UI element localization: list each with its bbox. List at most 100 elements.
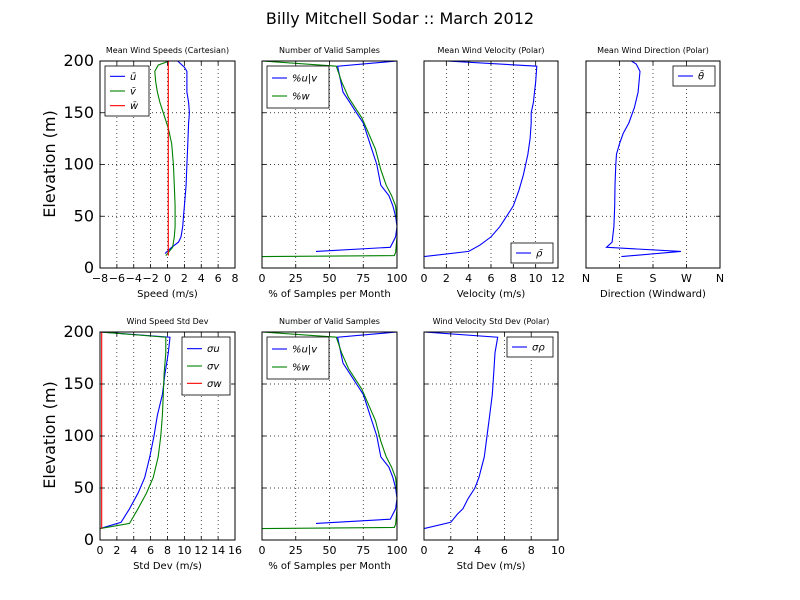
series-line-blue — [424, 61, 538, 258]
x-tick-label: 8 — [232, 272, 239, 285]
panel-title: Number of Valid Samples — [279, 46, 380, 55]
legend-label: %u|v — [292, 74, 318, 85]
x-tick-label: −6 — [109, 272, 125, 285]
x-tick-label: 25 — [289, 272, 303, 285]
x-tick-label: 8 — [510, 272, 517, 285]
legend-box — [104, 65, 150, 117]
x-tick-label: 0 — [97, 544, 104, 557]
x-tick-label: 8 — [164, 544, 171, 557]
x-axis-label: % of Samples per Month — [268, 289, 391, 300]
x-tick-label: 0 — [164, 272, 171, 285]
x-tick-label: 0 — [259, 544, 266, 557]
x-tick-label: 100 — [387, 272, 408, 285]
x-tick-label: 75 — [356, 272, 370, 285]
x-axis-label: % of Samples per Month — [268, 561, 391, 572]
legend: θ̄ — [672, 65, 716, 87]
x-tick-label: 2 — [113, 544, 120, 557]
panel-p1: Mean Wind Speeds (Cartesian)−8 −6 −4 −2 0 2 4 6… — [63, 46, 238, 300]
x-tick-label: 2 — [181, 272, 188, 285]
x-tick-label: 10 — [551, 544, 565, 557]
x-tick-label: 4 — [198, 272, 205, 285]
x-tick-label: 6 — [147, 544, 154, 557]
x-tick-label: 75 — [356, 544, 370, 557]
ylabel-bottom: Elevation (m) — [40, 381, 59, 488]
x-tick-label: −8 — [92, 272, 108, 285]
x-tick-label: 12 — [194, 544, 208, 557]
x-tick-label: 25 — [289, 544, 303, 557]
x-tick-label: N — [716, 272, 724, 285]
legend-box — [510, 242, 554, 264]
legend-label: ρ̄ — [536, 249, 543, 260]
x-tick-label: −2 — [143, 272, 159, 285]
x-tick-label: 4 — [130, 544, 137, 557]
panel-title: Wind Velocity Std Dev (Polar) — [433, 317, 550, 326]
panel-p2: Number of Valid Samples 0 25 50 75 100 % of Sa… — [259, 46, 408, 300]
ylabel-top: Elevation (m) — [40, 110, 59, 217]
series-group — [100, 332, 171, 530]
legend-box — [672, 65, 716, 87]
legend-label: ū — [130, 72, 136, 83]
x-tick-label: 4 — [474, 544, 481, 557]
legend: %u|v %w — [266, 65, 330, 109]
legend-box — [266, 336, 330, 380]
x-axis-label: Speed (m/s) — [137, 289, 198, 300]
x-tick-label: W — [681, 272, 692, 285]
series-line-blue — [424, 332, 499, 530]
y-tick-label: 0 — [84, 258, 94, 277]
x-tick-label: 6 — [215, 272, 222, 285]
y-tick-label: 150 — [63, 103, 94, 122]
legend-label: σv — [207, 362, 220, 373]
y-tick-label: 50 — [74, 206, 94, 225]
series-line-blue — [315, 332, 397, 524]
panel-title: Mean Wind Velocity (Polar) — [437, 46, 544, 55]
figure-title: Billy Mitchell Sodar :: March 2012 — [266, 9, 534, 28]
x-tick-label: 12 — [551, 272, 565, 285]
legend-label: σu — [207, 344, 220, 355]
x-tick-label: 14 — [211, 544, 225, 557]
legend-box — [506, 336, 554, 358]
panel-p7: Wind Velocity Std Dev (Polar) 0 2 4 6 8 10 Std … — [421, 317, 566, 572]
x-tick-label: 10 — [177, 544, 191, 557]
x-axis-label: Direction (Windward) — [600, 289, 706, 300]
x-tick-label: 8 — [528, 544, 535, 557]
y-tick-label: 0 — [84, 530, 94, 549]
panel-p6: Number of Valid Samples 0 25 50 75 100 % of Sa… — [259, 317, 408, 572]
panel-p4: Mean Wind Direction (Polar) N E S W N Directio… — [582, 46, 724, 300]
legend-label: %w — [292, 92, 311, 103]
y-tick-label: 100 — [63, 155, 94, 174]
y-tick-label: 100 — [63, 426, 94, 445]
legend-label: %w — [292, 363, 311, 374]
legend: %u|v %w — [266, 336, 330, 380]
y-tick-label: 50 — [74, 478, 94, 497]
x-tick-label: N — [582, 272, 590, 285]
series-group — [424, 61, 538, 258]
x-tick-label: 50 — [323, 272, 337, 285]
series-line-blue — [605, 61, 681, 258]
series-group — [424, 332, 499, 530]
x-tick-label: 4 — [465, 272, 472, 285]
panel-title: Mean Wind Direction (Polar) — [597, 46, 709, 55]
legend: ū v̄ w̄ — [104, 65, 150, 117]
x-axis-label: Std Dev (m/s) — [457, 561, 526, 572]
panel-title: Number of Valid Samples — [279, 317, 380, 326]
panel-p3: Mean Wind Velocity (Polar) 0 2 4 6 8 10 12 Veloc… — [421, 46, 566, 300]
panel-title: Wind Speed Std Dev — [127, 317, 209, 326]
x-tick-label: 0 — [421, 272, 428, 285]
legend-label: v̄ — [130, 87, 137, 98]
legend: σρ — [506, 336, 554, 358]
x-tick-label: E — [616, 272, 623, 285]
series-line-green — [100, 332, 167, 530]
x-tick-label: S — [650, 272, 657, 285]
legend-label: σρ — [532, 343, 545, 354]
legend-box — [266, 65, 330, 109]
y-tick-label: 150 — [63, 374, 94, 393]
series-group — [605, 61, 681, 258]
x-axis-label: Std Dev (m/s) — [133, 561, 202, 572]
x-tick-label: 0 — [259, 272, 266, 285]
series-line-blue — [100, 332, 171, 530]
legend-label: %u|v — [292, 345, 318, 356]
x-tick-label: 50 — [323, 544, 337, 557]
series-line-blue — [315, 61, 397, 252]
